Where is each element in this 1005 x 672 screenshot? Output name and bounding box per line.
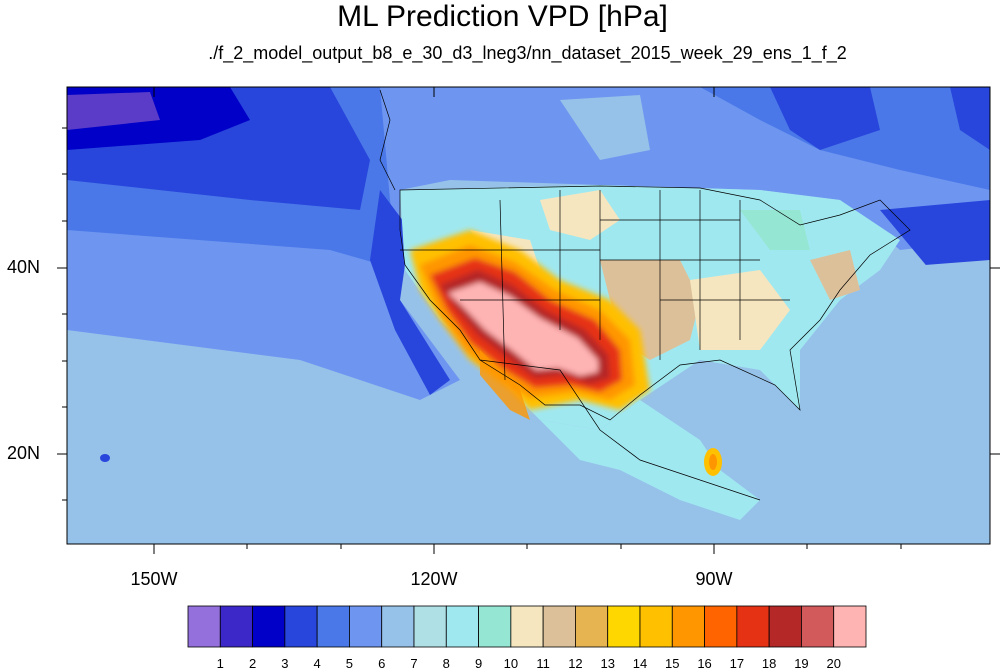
colorbar — [187, 605, 867, 648]
coast-deep-band — [370, 190, 450, 395]
boundaries — [379, 89, 911, 501]
colorbar-label: 20 — [826, 656, 841, 671]
colorbar-swatch — [413, 605, 447, 648]
colorbar-label: 9 — [474, 656, 483, 671]
colorbar-label: 2 — [248, 656, 257, 671]
colorbar-label: 18 — [761, 656, 777, 671]
colorbar-swatch — [252, 605, 286, 648]
colorbar-swatch — [349, 605, 383, 648]
colorbar-swatch — [575, 605, 609, 648]
colorbar-label: 17 — [729, 656, 745, 671]
colorbar-label: 19 — [794, 656, 809, 671]
colorbar-swatch — [510, 605, 544, 648]
colorbar-swatch — [768, 605, 802, 648]
colorbar-label: 6 — [378, 656, 386, 671]
colorbar-label: 13 — [600, 656, 615, 671]
colorbar-swatch — [704, 605, 738, 648]
colorbar-swatch — [671, 605, 705, 648]
bottom-ticks — [57, 87, 1000, 554]
colorbar-label: 14 — [632, 656, 648, 671]
purple-patch-west — [67, 92, 160, 130]
hudson-deep — [770, 87, 880, 150]
ocean-south — [67, 390, 990, 544]
colorbar-label: 16 — [697, 656, 712, 671]
colorbar-label: 5 — [345, 656, 354, 671]
map-field — [67, 87, 990, 544]
colorbar-swatch — [833, 605, 867, 648]
lon-label-90w: 90W — [695, 569, 733, 589]
colorbar-label: 10 — [503, 656, 519, 671]
colorbar-swatch — [445, 605, 479, 648]
lat-label-20n: 20N — [6, 443, 40, 463]
colorbar-label: 7 — [410, 656, 418, 671]
colorbar-swatch — [736, 605, 770, 648]
canada-light-patch — [560, 95, 650, 160]
yucatan-core — [709, 454, 717, 470]
colorbar-swatch — [801, 605, 835, 648]
hot-southwest — [410, 230, 650, 410]
colorbar-swatch — [284, 605, 318, 648]
colorbar-label: 3 — [281, 656, 289, 671]
colorbar-swatch — [187, 605, 221, 648]
colorbar-label: 1 — [216, 656, 224, 671]
colorbar-swatch — [542, 605, 576, 648]
mexico-cyan — [540, 400, 760, 520]
atlantic-light — [790, 260, 990, 470]
midatlantic-brown — [810, 250, 860, 300]
colorbar-label: 15 — [665, 656, 680, 671]
lat-label-40n: 40N — [6, 257, 40, 277]
northeast-deep — [950, 87, 990, 150]
colorbar-swatch — [316, 605, 350, 648]
hawaii — [100, 454, 110, 462]
colorbar-swatch — [478, 605, 512, 648]
map-subtitle: ./f_2_model_output_b8_e_30_d3_lneg3/nn_d… — [208, 43, 847, 63]
lon-label-150w: 150W — [130, 569, 178, 589]
colorbar-swatch — [607, 605, 641, 648]
colorbar-swatch — [381, 605, 415, 648]
map-title: ML Prediction VPD [hPa] — [337, 0, 668, 33]
colorbar-swatch — [219, 605, 253, 648]
colorbar-label: 8 — [442, 656, 450, 671]
colorbar-swatch — [639, 605, 673, 648]
colorbar-label: 11 — [536, 656, 550, 671]
lon-label-120w: 120W — [410, 569, 458, 589]
atlantic-deep — [880, 200, 990, 270]
plot-frame — [66, 86, 991, 545]
colorbar-label: 12 — [568, 656, 583, 671]
colorbar-label: 4 — [313, 656, 321, 671]
